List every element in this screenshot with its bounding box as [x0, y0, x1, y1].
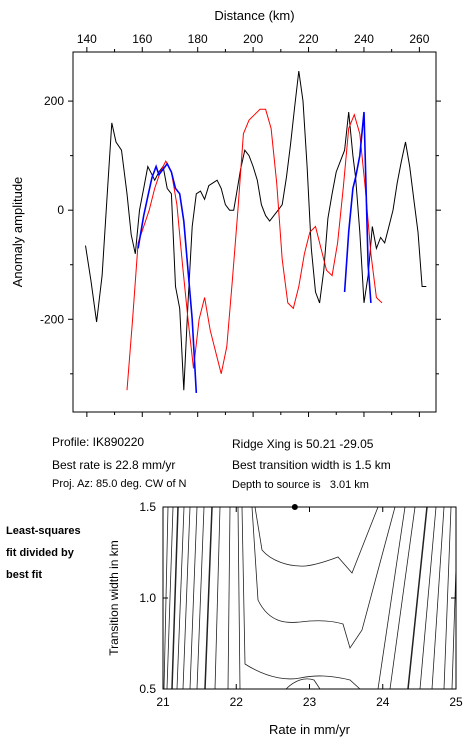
side-caption: Least-squares fit divided by best fit — [6, 520, 81, 586]
contour-line — [204, 507, 213, 689]
side-caption-line-2: fit divided by — [6, 547, 74, 559]
observed-profile-line — [85, 71, 427, 391]
contour-line — [251, 507, 396, 649]
top-y-tick-label: 0 — [57, 203, 64, 217]
bottom-x-axis-label: Rate in mm/yr — [269, 722, 351, 737]
contour-line — [227, 507, 231, 689]
anomaly-chart-frame — [72, 51, 437, 413]
best-transition-text: Best transition width is 1.5 km — [232, 458, 391, 472]
top-x-tick-label: 160 — [132, 32, 152, 46]
top-x-tick-label: 200 — [243, 32, 263, 46]
contour-line — [431, 507, 445, 689]
fit-contour-chart: 21 22 23 24 25 1.5 1.0 0.5 Rate in mm/yr Transi… — [107, 500, 463, 737]
profile-text: Profile: IK890220 — [52, 435, 145, 449]
contour-line — [171, 507, 179, 689]
ridge-crossing-text: Ridge Xing is 50.21 -29.05 — [232, 437, 374, 451]
depth-to-source-text: Depth to source is 3.01 km — [232, 479, 369, 491]
contour-line — [377, 507, 406, 689]
side-caption-line-3: best fit — [6, 569, 43, 581]
bottom-x-tick-label: 21 — [156, 695, 170, 709]
top-x-tick-label: 180 — [188, 32, 208, 46]
bottom-y-axis-label: Transition width in km — [107, 540, 121, 656]
contour-line — [182, 507, 191, 689]
top-y-tick-label: 200 — [44, 94, 64, 108]
bottom-y-tick-label: 0.5 — [139, 682, 156, 696]
bottom-y-tick-label: 1.5 — [139, 500, 156, 514]
anomaly-chart: Distance (km) Anomaly amplitude 140 160 18… — [10, 8, 441, 417]
top-x-axis-label: Distance (km) — [214, 8, 294, 23]
contour-line — [285, 678, 321, 689]
contour-line — [407, 507, 428, 689]
bottom-x-tick-label: 22 — [230, 695, 244, 709]
contour-line — [189, 507, 198, 689]
contour-line — [214, 507, 221, 689]
top-y-axis-label: Anomaly amplitude — [10, 177, 25, 288]
top-x-tick-label: 240 — [354, 32, 374, 46]
bottom-x-tick-label: 23 — [303, 695, 317, 709]
projection-azimuth-text: Proj. Az: 85.0 deg. CW of N — [52, 478, 187, 490]
bottom-x-tick-label: 25 — [449, 695, 463, 709]
contour-line — [237, 507, 241, 689]
fit-segment-line — [137, 162, 198, 393]
contour-line — [176, 507, 185, 689]
contour-lines — [163, 507, 456, 689]
fit-segment-line-2 — [343, 111, 372, 303]
contour-line — [254, 507, 379, 574]
best-fit-point — [291, 504, 298, 510]
top-chart-ticks: 140 160 180 200 220 240 260 200 0 -200 — [40, 32, 441, 417]
contour-chart-ticks: 21 22 23 24 25 1.5 1.0 0.5 — [139, 500, 463, 709]
top-y-tick-label: -200 — [40, 312, 64, 326]
top-chart-series — [85, 71, 427, 393]
contour-chart-frame — [162, 506, 457, 690]
contour-line — [419, 507, 437, 689]
contour-line — [241, 507, 361, 689]
side-caption-line-1: Least-squares — [6, 525, 81, 537]
top-x-tick-label: 260 — [409, 32, 429, 46]
contour-line — [389, 507, 416, 689]
bottom-x-tick-label: 24 — [376, 695, 390, 709]
top-x-tick-label: 140 — [77, 32, 97, 46]
top-x-tick-label: 220 — [299, 32, 319, 46]
bottom-y-tick-label: 1.0 — [139, 591, 156, 605]
contour-line — [443, 507, 452, 689]
best-rate-text: Best rate is 22.8 mm/yr — [52, 458, 176, 472]
contour-line — [166, 507, 174, 689]
contour-line — [196, 507, 205, 689]
